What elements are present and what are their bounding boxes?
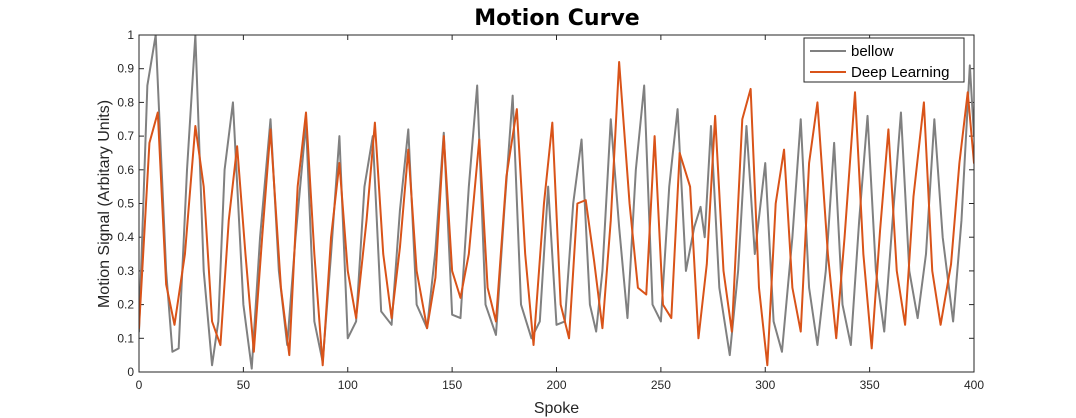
y-tick-label: 0.8 [117,95,134,109]
y-tick-label: 0.7 [117,129,134,143]
y-tick-label: 0.6 [117,163,134,177]
x-tick-label: 250 [651,378,671,392]
x-tick-label: 50 [237,378,251,392]
y-tick-label: 0.2 [117,298,134,312]
y-tick-label: 0.1 [117,331,134,345]
legend: bellow Deep Learning [803,37,965,83]
x-tick-label: 150 [442,378,462,392]
series-line-deep-learning [139,60,974,367]
y-tick-label: 1 [127,28,134,42]
legend-label: bellow [851,43,894,60]
plot-frame [138,34,975,373]
chart-title: Motion Curve [474,6,639,31]
legend-label: Deep Learning [851,64,949,81]
y-tick-label: 0 [127,365,134,379]
x-tick-label: 300 [755,378,775,392]
y-tick-label: 0.9 [117,62,134,76]
y-axis-title: Motion Signal (Arbitary Units) [96,100,113,308]
legend-box [803,37,965,83]
x-tick-label: 0 [136,378,143,392]
axes-box [138,34,975,373]
x-tick-label: 350 [860,378,880,392]
x-tick-label: 100 [338,378,358,392]
x-tick-label: 200 [546,378,566,392]
x-axis-title: Spoke [534,400,579,417]
y-tick-label: 0.3 [117,264,134,278]
y-tick-label: 0.4 [117,230,134,244]
x-tick-label: 400 [964,378,984,392]
y-tick-label: 0.5 [117,197,134,211]
series-lines [139,35,974,370]
